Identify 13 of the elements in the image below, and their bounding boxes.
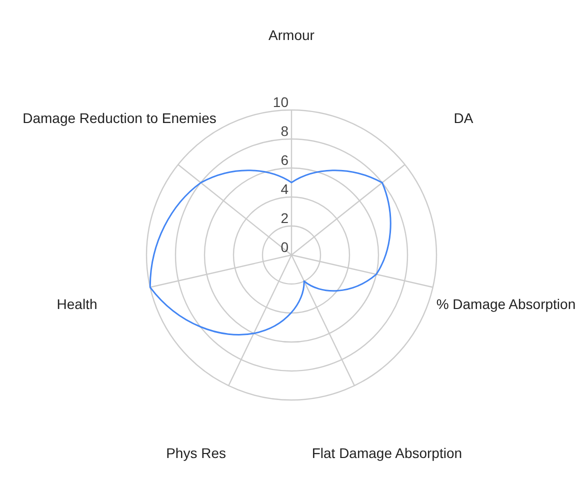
spoke-label: Armour [268, 27, 315, 43]
y-tick-label: 6 [280, 152, 289, 168]
y-tick-label: 2 [280, 210, 289, 226]
spoke-label: Phys Res [166, 445, 226, 462]
y-tick-label: 0 [280, 239, 289, 255]
spoke-label: Flat Damage Absorption [312, 445, 462, 462]
spoke-label: DA [454, 110, 474, 126]
y-tick-label: 10 [272, 94, 289, 110]
spoke-label: % Damage Absorption [436, 296, 576, 312]
y-tick-label: 4 [280, 181, 289, 197]
spoke-label: Damage Reduction to Enemies [22, 110, 216, 126]
y-tick-label: 8 [280, 123, 289, 139]
spoke-label: Health [56, 296, 98, 312]
